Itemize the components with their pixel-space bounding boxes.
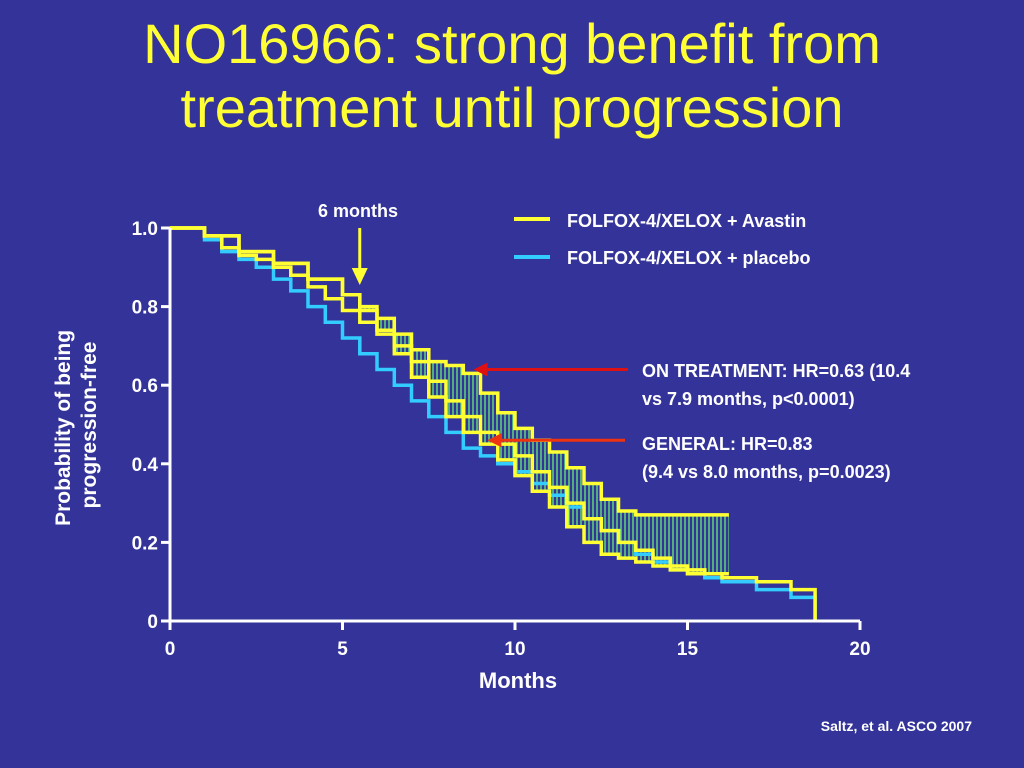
- x-tick-label: 15: [677, 639, 699, 660]
- title-line-2: treatment until progression: [180, 76, 844, 139]
- general-text-line-1: GENERAL: HR=0.83: [642, 434, 813, 454]
- legend-label-placebo: FOLFOX-4/XELOX + placebo: [567, 248, 811, 268]
- y-tick-label: 0.2: [132, 533, 158, 554]
- x-tick-label: 20: [849, 639, 870, 660]
- x-tick-label: 0: [165, 639, 176, 660]
- on-treatment-arrow-head: [473, 362, 488, 377]
- on-treatment-placebo-curve: [170, 226, 729, 576]
- y-tick-label: 0.6: [132, 376, 158, 397]
- on-treatment-text-line-2: vs 7.9 months, p<0.0001): [642, 389, 855, 409]
- on-treatment-text-line-1: ON TREATMENT: HR=0.63 (10.4: [642, 361, 910, 381]
- slide-title: NO16966: strong benefit from treatment u…: [0, 12, 1024, 140]
- legend: FOLFOX-4/XELOX + Avastin FOLFOX-4/XELOX …: [514, 211, 811, 268]
- general-arrow-head: [487, 433, 502, 448]
- legend-label-avastin: FOLFOX-4/XELOX + Avastin: [567, 211, 806, 231]
- x-ticks: 0 5 10 15 20: [165, 621, 871, 660]
- six-months-arrow-head: [351, 268, 368, 285]
- y-tick-label: 1.0: [132, 219, 158, 240]
- x-axis-label: Months: [479, 668, 557, 693]
- citation: Saltz, et al. ASCO 2007: [820, 718, 972, 734]
- y-ticks: 0 0.2 0.4 0.6 0.8 1.0: [132, 219, 170, 633]
- y-axis-label-line-1: Probability of being: [52, 330, 75, 526]
- y-tick-label: 0.8: [132, 298, 158, 319]
- general-text-line-2: (9.4 vs 8.0 months, p=0.0023): [642, 462, 891, 482]
- x-tick-label: 5: [337, 639, 348, 660]
- x-tick-label: 10: [504, 639, 525, 660]
- six-months-label: 6 months: [318, 201, 398, 221]
- y-tick-label: 0: [147, 612, 158, 633]
- y-axis-label: Probability of being progression-free: [52, 324, 101, 526]
- title-line-1: NO16966: strong benefit from: [143, 12, 881, 75]
- y-tick-label: 0.4: [132, 455, 159, 476]
- y-axis-label-line-2: progression-free: [78, 342, 101, 509]
